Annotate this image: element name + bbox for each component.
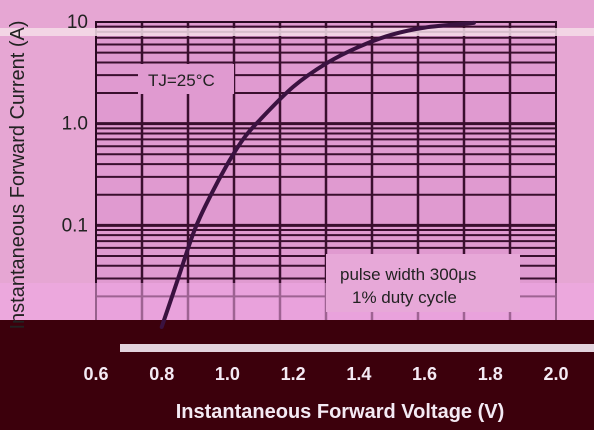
x-axis-label: Instantaneous Forward Voltage (V) xyxy=(176,401,505,423)
x-tick-label: 1.2 xyxy=(281,364,306,384)
y-tick-label: 10 xyxy=(67,12,88,33)
forward-current-curve xyxy=(159,20,476,329)
annotation-duty-cycle: 1% duty cycle xyxy=(352,288,457,307)
y-tick-labels: 10 1.0 0.1 xyxy=(62,12,88,236)
x-tick-label: 1.8 xyxy=(478,364,503,384)
top-band xyxy=(0,28,594,36)
bottom-stripe xyxy=(120,344,594,352)
x-tick-label: 1.0 xyxy=(215,364,240,384)
x-tick-label: 2.0 xyxy=(543,364,568,384)
x-tick-labels: 0.6 0.8 1.0 1.2 1.4 1.6 1.8 2.0 xyxy=(83,364,568,384)
y-tick-label: 0.1 xyxy=(62,215,88,236)
y-axis-label: Instantaneous Forward Current (A) xyxy=(7,20,29,329)
annotation-temperature: TJ=25°C xyxy=(148,71,215,90)
x-tick-label: 1.6 xyxy=(412,364,437,384)
x-tick-label: 0.8 xyxy=(149,364,174,384)
x-tick-label: 0.6 xyxy=(83,364,108,384)
y-tick-label: 1.0 xyxy=(62,114,88,135)
bottom-band xyxy=(0,320,594,430)
x-tick-label: 1.4 xyxy=(346,364,371,384)
annotation-pulse-box xyxy=(326,254,520,312)
annotation-temp-box xyxy=(138,64,234,94)
annotation-pulse-width: pulse width 300μs xyxy=(340,265,476,284)
